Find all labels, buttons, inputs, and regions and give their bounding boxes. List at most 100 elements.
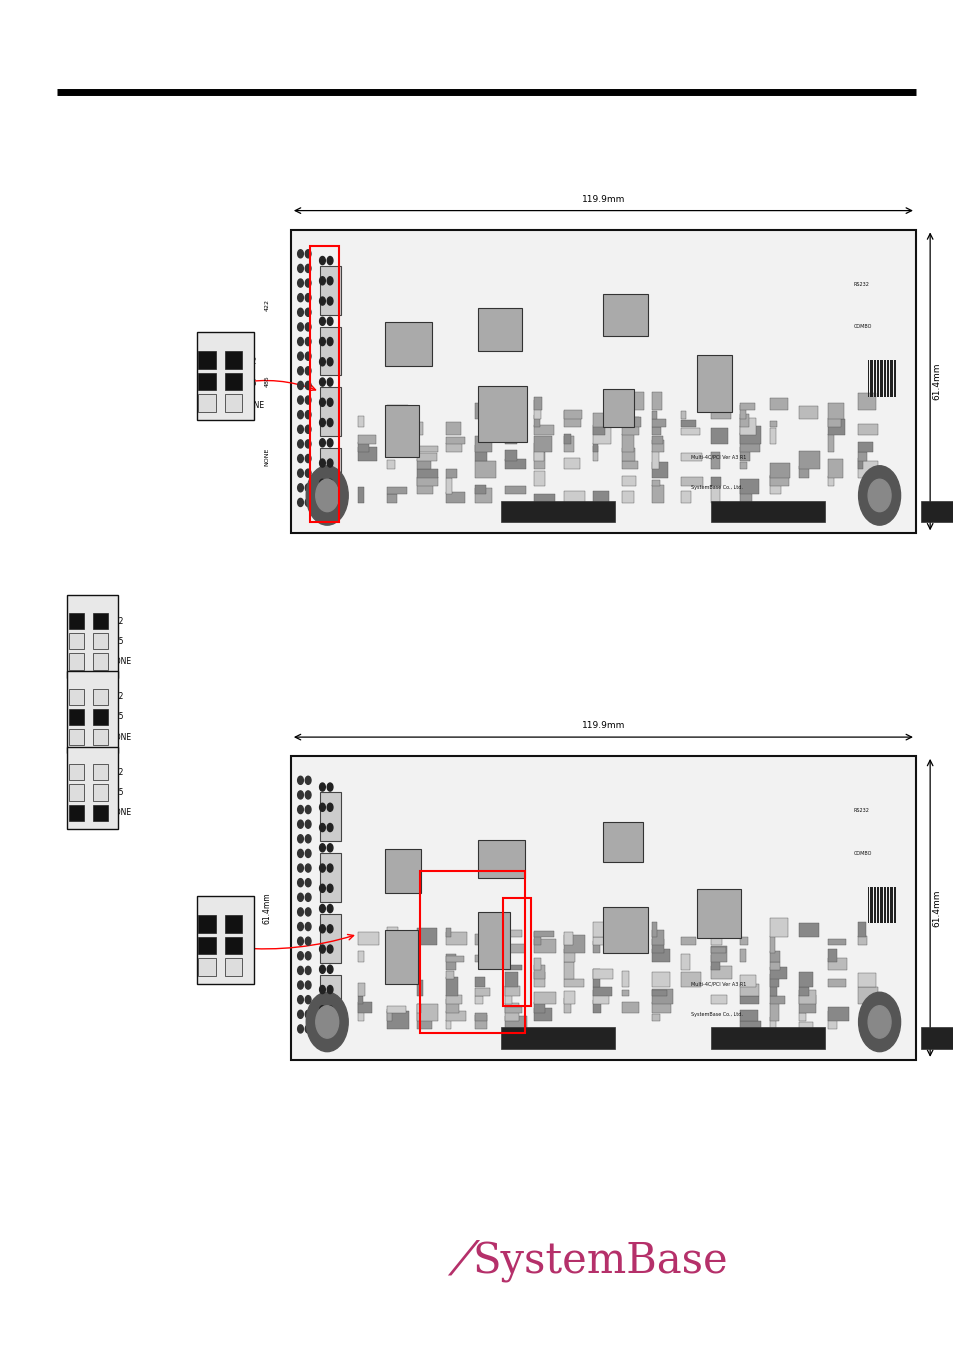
Circle shape <box>305 279 311 288</box>
Bar <box>225 351 242 369</box>
Bar <box>291 756 915 1060</box>
Bar <box>651 922 657 937</box>
Bar <box>769 996 783 1004</box>
Circle shape <box>297 894 303 902</box>
Circle shape <box>305 498 311 506</box>
Bar <box>880 360 881 397</box>
Bar <box>445 995 462 1004</box>
Text: RT: RT <box>214 363 224 373</box>
Text: COM/232C: COM/232C <box>210 914 246 921</box>
Bar <box>622 990 629 996</box>
Circle shape <box>305 338 311 346</box>
Bar <box>563 998 570 1012</box>
Circle shape <box>305 323 311 331</box>
Bar <box>769 979 776 996</box>
Circle shape <box>305 791 311 799</box>
Bar <box>769 475 788 486</box>
Bar <box>593 1000 600 1012</box>
Bar <box>416 423 422 435</box>
Bar <box>475 1014 487 1021</box>
Bar <box>445 437 465 444</box>
Circle shape <box>305 367 311 375</box>
Circle shape <box>297 470 303 478</box>
Circle shape <box>319 803 325 811</box>
Bar <box>534 494 555 504</box>
Circle shape <box>319 338 325 346</box>
Bar <box>67 595 118 678</box>
Text: RS232: RS232 <box>852 809 868 813</box>
Text: 485: 485 <box>264 375 270 387</box>
Bar <box>827 459 842 478</box>
Circle shape <box>297 1010 303 1018</box>
Circle shape <box>319 459 325 467</box>
Circle shape <box>297 265 303 273</box>
Circle shape <box>319 378 325 386</box>
Bar <box>92 688 108 705</box>
Text: PORT: PORT <box>214 350 234 359</box>
Bar <box>504 451 517 460</box>
Bar <box>651 988 672 1004</box>
Bar <box>740 485 751 504</box>
Bar <box>827 475 834 486</box>
Bar <box>827 1011 836 1029</box>
Circle shape <box>297 367 303 375</box>
Bar <box>504 486 525 494</box>
Bar <box>593 969 612 979</box>
Bar <box>387 927 397 945</box>
Bar <box>387 956 393 971</box>
Bar <box>387 487 406 494</box>
Text: 485: 485 <box>110 713 124 721</box>
Circle shape <box>297 937 303 945</box>
Bar <box>680 937 696 945</box>
Circle shape <box>297 879 303 887</box>
Circle shape <box>327 378 333 386</box>
Circle shape <box>858 466 900 525</box>
Bar <box>622 491 633 504</box>
Bar <box>69 688 84 705</box>
Bar <box>504 930 521 937</box>
Bar <box>769 1003 778 1021</box>
Circle shape <box>305 410 311 418</box>
Bar <box>799 466 808 478</box>
Bar <box>387 1011 408 1029</box>
Bar <box>593 443 598 452</box>
Bar <box>92 653 108 670</box>
Circle shape <box>305 294 311 301</box>
Bar <box>416 980 423 996</box>
Bar <box>357 441 369 452</box>
Bar <box>416 1014 432 1029</box>
Bar <box>651 485 663 504</box>
Bar <box>710 925 722 937</box>
Bar <box>387 1008 392 1021</box>
Bar <box>871 360 872 397</box>
Circle shape <box>327 965 333 973</box>
Bar <box>384 323 432 366</box>
Bar <box>882 360 883 397</box>
Bar <box>651 1002 671 1012</box>
Bar <box>740 1010 758 1021</box>
Bar <box>593 941 598 953</box>
Circle shape <box>319 277 325 285</box>
Text: 422: 422 <box>110 768 124 776</box>
Bar <box>504 459 526 470</box>
Bar <box>475 462 496 478</box>
Circle shape <box>306 992 348 1052</box>
Bar <box>651 930 663 945</box>
Bar <box>69 729 84 745</box>
Circle shape <box>319 317 325 325</box>
Circle shape <box>315 1006 338 1038</box>
Text: 485: 485 <box>242 379 256 387</box>
Circle shape <box>319 904 325 913</box>
Bar <box>563 936 584 953</box>
Text: 422: 422 <box>110 617 124 625</box>
Bar <box>357 931 378 945</box>
Bar <box>884 887 885 923</box>
Bar <box>563 436 574 452</box>
Bar <box>475 436 492 452</box>
Text: ⁄: ⁄ <box>459 1239 467 1285</box>
Bar <box>563 979 583 987</box>
Circle shape <box>305 996 311 1004</box>
Circle shape <box>327 844 333 852</box>
Bar <box>319 387 340 436</box>
Circle shape <box>327 884 333 892</box>
